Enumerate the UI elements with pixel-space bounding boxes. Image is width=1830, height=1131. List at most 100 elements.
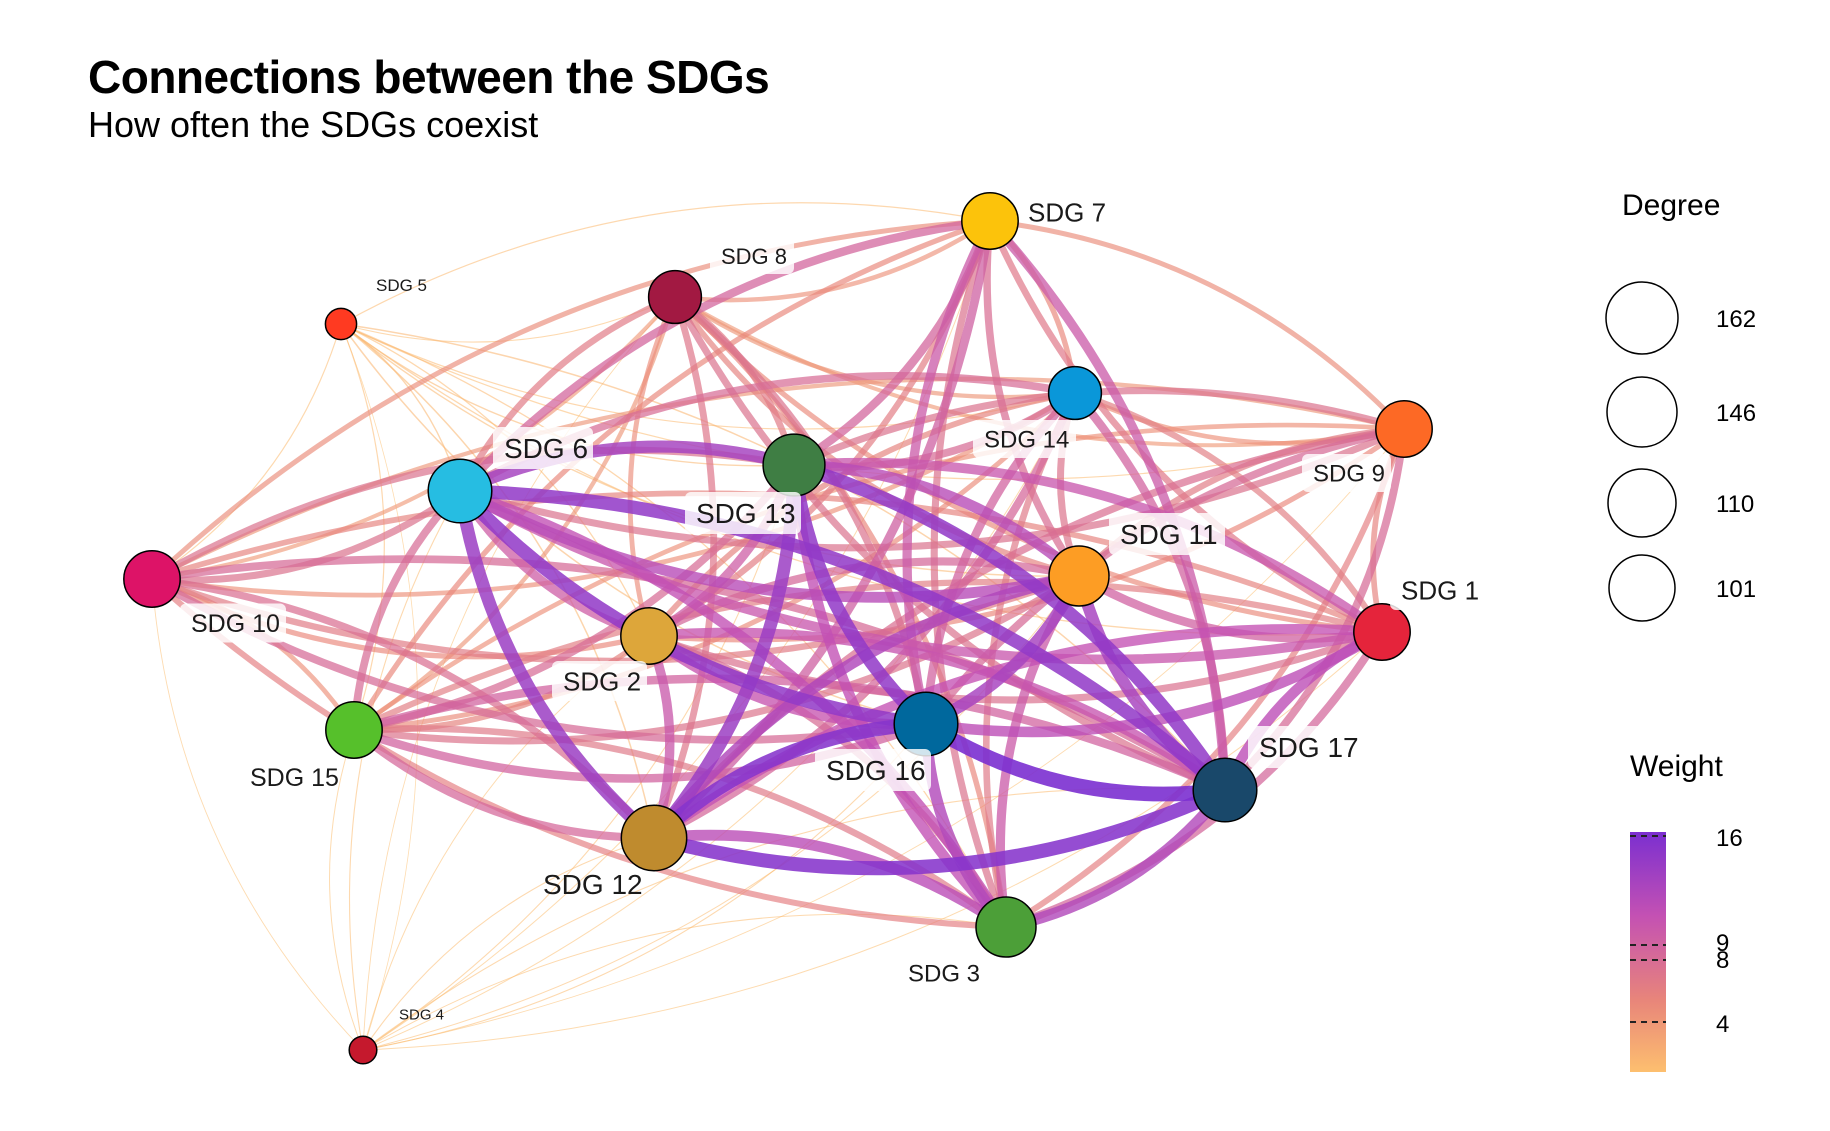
- node-label-box-sdg2: [552, 661, 647, 701]
- degree-legend-title: Degree: [1622, 189, 1720, 222]
- edge-sdg9-sdg6: [456, 425, 1408, 552]
- node-label-text-sdg3: SDG 3: [908, 961, 980, 988]
- node-label-sdg3: SDG 3: [908, 961, 980, 988]
- degree-legend-label-4: 101: [1716, 576, 1756, 603]
- edge-sdg8-sdg4: [362, 296, 676, 1051]
- node-label-text-sdg15: SDG 15: [250, 764, 339, 792]
- weight-tick-label-16: 16: [1716, 825, 1743, 852]
- degree-legend: Degree 162 146 110 101: [1605, 189, 1756, 622]
- node-label-text-sdg17: SDG 17: [1259, 732, 1359, 763]
- node-label-text-sdg12: SDG 12: [543, 869, 643, 900]
- edge-sdg5-sdg10: [151, 323, 342, 580]
- node-label-text-sdg6: SDG 6: [504, 433, 588, 464]
- node-label-text-sdg5: SDG 5: [376, 276, 427, 295]
- weight-colorbar: [1630, 832, 1666, 1072]
- node-sdg14[interactable]: [1047, 365, 1103, 421]
- degree-legend-circle-4: [1608, 554, 1676, 622]
- node-label-sdg11: SDG 11: [1109, 513, 1225, 555]
- node-label-sdg15: SDG 15: [250, 764, 339, 792]
- weight-tick-label-4: 4: [1716, 1011, 1729, 1038]
- node-sdg2[interactable]: [620, 607, 678, 665]
- edge-sdg9-sdg3: [1003, 426, 1407, 930]
- edge-sdg3-sdg4: [362, 913, 1007, 1051]
- edge-sdg6-sdg4: [349, 490, 461, 1051]
- node-sdg7[interactable]: [961, 192, 1019, 250]
- node-label-text-sdg1: SDG 1: [1401, 575, 1479, 605]
- node-label-text-sdg2: SDG 2: [563, 666, 641, 696]
- node-label-box-sdg1: [1390, 570, 1485, 610]
- node-label-sdg8: SDG 8: [710, 238, 794, 274]
- node-sdg4[interactable]: [348, 1035, 378, 1065]
- node-label-box-sdg11: [1109, 513, 1225, 555]
- node-sdg9[interactable]: [1375, 400, 1433, 458]
- degree-legend-circle-2: [1606, 376, 1678, 448]
- edge-sdg6-sdg17: [453, 484, 1232, 797]
- node-label-box-sdg14: [973, 420, 1076, 458]
- edge-sdg8-sdg12: [650, 293, 718, 842]
- edge-sdg6-sdg13: [453, 440, 801, 498]
- edge-sdg16-sdg17: [918, 716, 1233, 802]
- edge-sdg15-sdg12: [349, 725, 659, 843]
- edge-sdg17-sdg3: [1000, 784, 1231, 933]
- node-label-sdg13: SDG 13: [685, 492, 801, 534]
- degree-legend-label-3: 110: [1716, 491, 1754, 518]
- node-sdg8[interactable]: [647, 269, 703, 325]
- node-sdg6[interactable]: [427, 458, 493, 524]
- node-sdg5[interactable]: [324, 307, 358, 341]
- edge-sdg17-sdg4: [362, 787, 1226, 1051]
- node-layer: [123, 192, 1433, 1065]
- node-label-sdg6: SDG 6: [493, 427, 593, 469]
- node-sdg12[interactable]: [620, 804, 688, 872]
- degree-legend-label-2: 146: [1716, 400, 1756, 427]
- node-label-sdg2: SDG 2: [552, 661, 647, 701]
- node-label-sdg1: SDG 1: [1390, 570, 1485, 610]
- node-label-text-sdg16: SDG 16: [826, 755, 926, 786]
- node-sdg15[interactable]: [325, 701, 383, 759]
- node-label-sdg17: SDG 17: [1248, 726, 1364, 768]
- edge-sdg7-sdg17: [985, 216, 1230, 795]
- node-label-box-sdg17: [1248, 726, 1364, 768]
- edge-sdg6-sdg12: [453, 484, 661, 845]
- weight-legend-title: Weight: [1630, 750, 1723, 783]
- node-sdg17[interactable]: [1192, 757, 1258, 823]
- node-label-text-sdg11: SDG 11: [1120, 519, 1218, 550]
- node-label-box-sdg6: [493, 427, 593, 469]
- edge-sdg16-sdg4: [362, 723, 927, 1051]
- node-label-sdg7: SDG 7: [1028, 197, 1106, 227]
- edge-sdg8-sdg6: [456, 293, 679, 495]
- edge-sdg6-sdg11: [454, 485, 1085, 603]
- node-label-sdg5: SDG 5: [376, 276, 427, 295]
- node-sdg16[interactable]: [893, 691, 959, 757]
- node-label-sdg14: SDG 14: [973, 420, 1076, 458]
- edge-sdg10-sdg4: [151, 578, 364, 1051]
- edge-sdg7-sdg9: [987, 218, 1407, 432]
- weight-legend: Weight 16 9 8 4: [1630, 750, 1743, 1072]
- node-label-sdg10: SDG 10: [180, 603, 286, 643]
- node-label-sdg4: SDG 4: [399, 1006, 444, 1023]
- node-label-text-sdg9: SDG 9: [1313, 461, 1385, 488]
- node-sdg3[interactable]: [975, 896, 1037, 958]
- node-sdg10[interactable]: [123, 550, 181, 608]
- edge-sdg7-sdg3: [930, 217, 1010, 931]
- node-label-text-sdg14: SDG 14: [984, 427, 1069, 454]
- edge-sdg6-sdg1: [455, 486, 1387, 665]
- degree-legend-label-1: 162: [1716, 306, 1756, 333]
- node-sdg11[interactable]: [1048, 545, 1110, 607]
- node-label-box-sdg8: [710, 238, 794, 274]
- chart-title: Connections between the SDGs: [88, 51, 770, 103]
- edge-sdg6-sdg15: [350, 487, 464, 734]
- node-sdg1[interactable]: [1353, 603, 1411, 661]
- node-label-box-sdg9: [1302, 454, 1391, 492]
- edge-sdg17-sdg12: [646, 782, 1233, 876]
- node-label-sdg12: SDG 12: [543, 869, 643, 900]
- node-label-sdg16: SDG 16: [815, 749, 931, 791]
- weight-tick-label-9: 9: [1716, 930, 1729, 957]
- node-sdg13[interactable]: [762, 433, 826, 497]
- node-label-text-sdg10: SDG 10: [191, 610, 280, 638]
- node-label-text-sdg7: SDG 7: [1028, 197, 1106, 227]
- edge-sdg13-sdg1: [789, 457, 1387, 637]
- node-label-box-sdg10: [180, 603, 286, 643]
- edge-sdg13-sdg11: [788, 459, 1085, 582]
- node-label-box-sdg13: [685, 492, 801, 534]
